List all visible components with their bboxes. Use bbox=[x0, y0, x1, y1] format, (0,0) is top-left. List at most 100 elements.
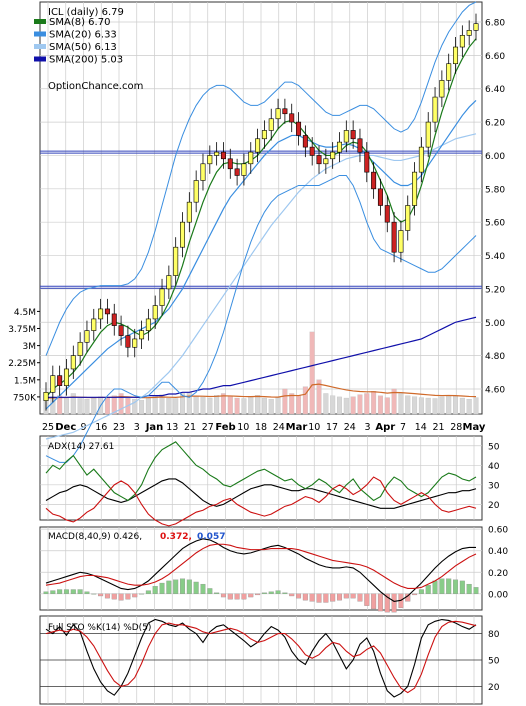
macd-label-text: MACD(8,40,9) 0.426, bbox=[48, 532, 142, 542]
macd-histogram-bar bbox=[412, 593, 418, 596]
volume-bar bbox=[466, 399, 472, 415]
volume-bar bbox=[398, 393, 404, 415]
price-tick-label: 5.00 bbox=[485, 319, 505, 329]
candle-body bbox=[234, 168, 240, 176]
volume-bar bbox=[200, 396, 206, 415]
volume-bar bbox=[275, 397, 281, 415]
price-tick-label: 5.80 bbox=[485, 185, 505, 195]
indicator-tick-label: 0.00 bbox=[488, 590, 508, 600]
macd-histogram-bar bbox=[207, 588, 213, 594]
watermark: OptionChance.com bbox=[48, 81, 143, 92]
volume-bar bbox=[453, 396, 459, 415]
candle-body bbox=[118, 325, 124, 336]
macd-histogram-bar bbox=[43, 591, 49, 594]
macd-histogram-bar bbox=[282, 592, 288, 594]
candle-body bbox=[104, 308, 110, 315]
candle-body bbox=[446, 63, 452, 81]
macd-histogram-bar bbox=[152, 586, 158, 594]
macd-histogram-bar bbox=[159, 582, 165, 594]
volume-bar bbox=[180, 393, 186, 415]
candle-body bbox=[57, 375, 63, 386]
x-tick-label: 21 bbox=[184, 422, 196, 433]
macd-histogram-bar bbox=[145, 590, 151, 594]
volume-bar bbox=[425, 397, 431, 415]
volume-bar bbox=[261, 397, 267, 415]
macd-histogram-bar bbox=[473, 587, 479, 594]
price-tick-label: 5.40 bbox=[485, 252, 505, 262]
candle-body bbox=[466, 30, 472, 36]
candle-body bbox=[405, 205, 411, 231]
x-tick-label: 16 bbox=[95, 422, 107, 433]
macd-histogram-bar bbox=[343, 593, 349, 599]
volume-tick-label: 1.5M bbox=[14, 376, 36, 386]
candle-body bbox=[425, 121, 431, 148]
volume-tick-label: 3.75M bbox=[8, 325, 36, 335]
macd-histogram-bar bbox=[459, 580, 465, 594]
macd-histogram-bar bbox=[63, 589, 69, 594]
candle-body bbox=[241, 163, 247, 176]
volume-tick-label: 750K bbox=[13, 393, 37, 403]
candle-body bbox=[453, 46, 459, 65]
x-tick-label: 7 bbox=[400, 422, 406, 433]
price-line-sma-200- bbox=[46, 316, 477, 398]
macd-histogram-bar bbox=[125, 593, 131, 600]
legend-entry: SMA(50) 6.13 bbox=[49, 42, 117, 53]
macd-histogram-bar bbox=[57, 589, 63, 594]
volume-bar bbox=[459, 397, 465, 415]
candle-body bbox=[111, 313, 117, 326]
macd-histogram-bar bbox=[91, 593, 97, 595]
macd-histogram-bar bbox=[77, 589, 83, 594]
indicator-tick-label: 0.40 bbox=[488, 547, 508, 557]
volume-bar bbox=[118, 393, 124, 415]
macd-histogram-bar bbox=[275, 590, 281, 594]
volume-bar bbox=[145, 397, 151, 415]
macd-histogram-bar bbox=[432, 580, 438, 594]
price-line-bollinger_lower bbox=[45, 174, 477, 463]
candle-body bbox=[296, 121, 302, 136]
macd-histogram-bar bbox=[377, 593, 383, 612]
x-tick-label: 23 bbox=[113, 422, 125, 433]
candle-body bbox=[268, 118, 274, 131]
candle-body bbox=[98, 308, 104, 320]
x-tick-label: Mar bbox=[286, 422, 308, 433]
candle-body bbox=[343, 130, 349, 143]
candle-body bbox=[207, 155, 213, 165]
macd-histogram-bar bbox=[50, 590, 56, 594]
macd-hist-value: 0.057 bbox=[197, 532, 225, 542]
volume-bar bbox=[268, 399, 274, 415]
macd-histogram-bar bbox=[453, 579, 459, 594]
price-line-sma-20- bbox=[45, 99, 477, 410]
candle-body bbox=[200, 163, 206, 181]
indicator-tick-label: 50 bbox=[488, 657, 500, 667]
volume-tick-label: 3M bbox=[23, 342, 37, 352]
price-line-sma-8- bbox=[45, 38, 477, 398]
volume-bar bbox=[193, 395, 199, 415]
candle-body bbox=[412, 171, 418, 206]
marks-layer bbox=[40, 1, 482, 698]
indicator-tick-label: 20 bbox=[488, 683, 500, 693]
volume-bar bbox=[63, 397, 69, 415]
x-tick-label: 24 bbox=[344, 422, 356, 433]
macd-histogram-bar bbox=[214, 592, 220, 594]
macd-histogram-bar bbox=[336, 593, 342, 601]
volume-bar bbox=[296, 395, 302, 415]
volume-bar bbox=[412, 396, 418, 415]
price-tick-label: 6.60 bbox=[485, 52, 505, 62]
volume-bar bbox=[350, 396, 356, 415]
candle-body bbox=[336, 141, 342, 153]
volume-bar bbox=[282, 388, 288, 415]
macd-histogram-bar bbox=[98, 593, 104, 597]
volume-bar bbox=[289, 393, 295, 415]
x-tick-label: 21 bbox=[432, 422, 444, 433]
volume-bar bbox=[241, 398, 247, 415]
x-tick-label: 13 bbox=[166, 422, 178, 433]
candle-body bbox=[473, 23, 479, 31]
price-tick-label: 6.20 bbox=[485, 119, 505, 129]
macd-histogram-bar bbox=[193, 581, 199, 594]
volume-bar bbox=[391, 388, 397, 415]
price-tick-label: 5.20 bbox=[485, 285, 505, 295]
candle-body bbox=[152, 305, 158, 320]
candle-body bbox=[91, 318, 97, 331]
macd-histogram-bar bbox=[227, 593, 233, 600]
